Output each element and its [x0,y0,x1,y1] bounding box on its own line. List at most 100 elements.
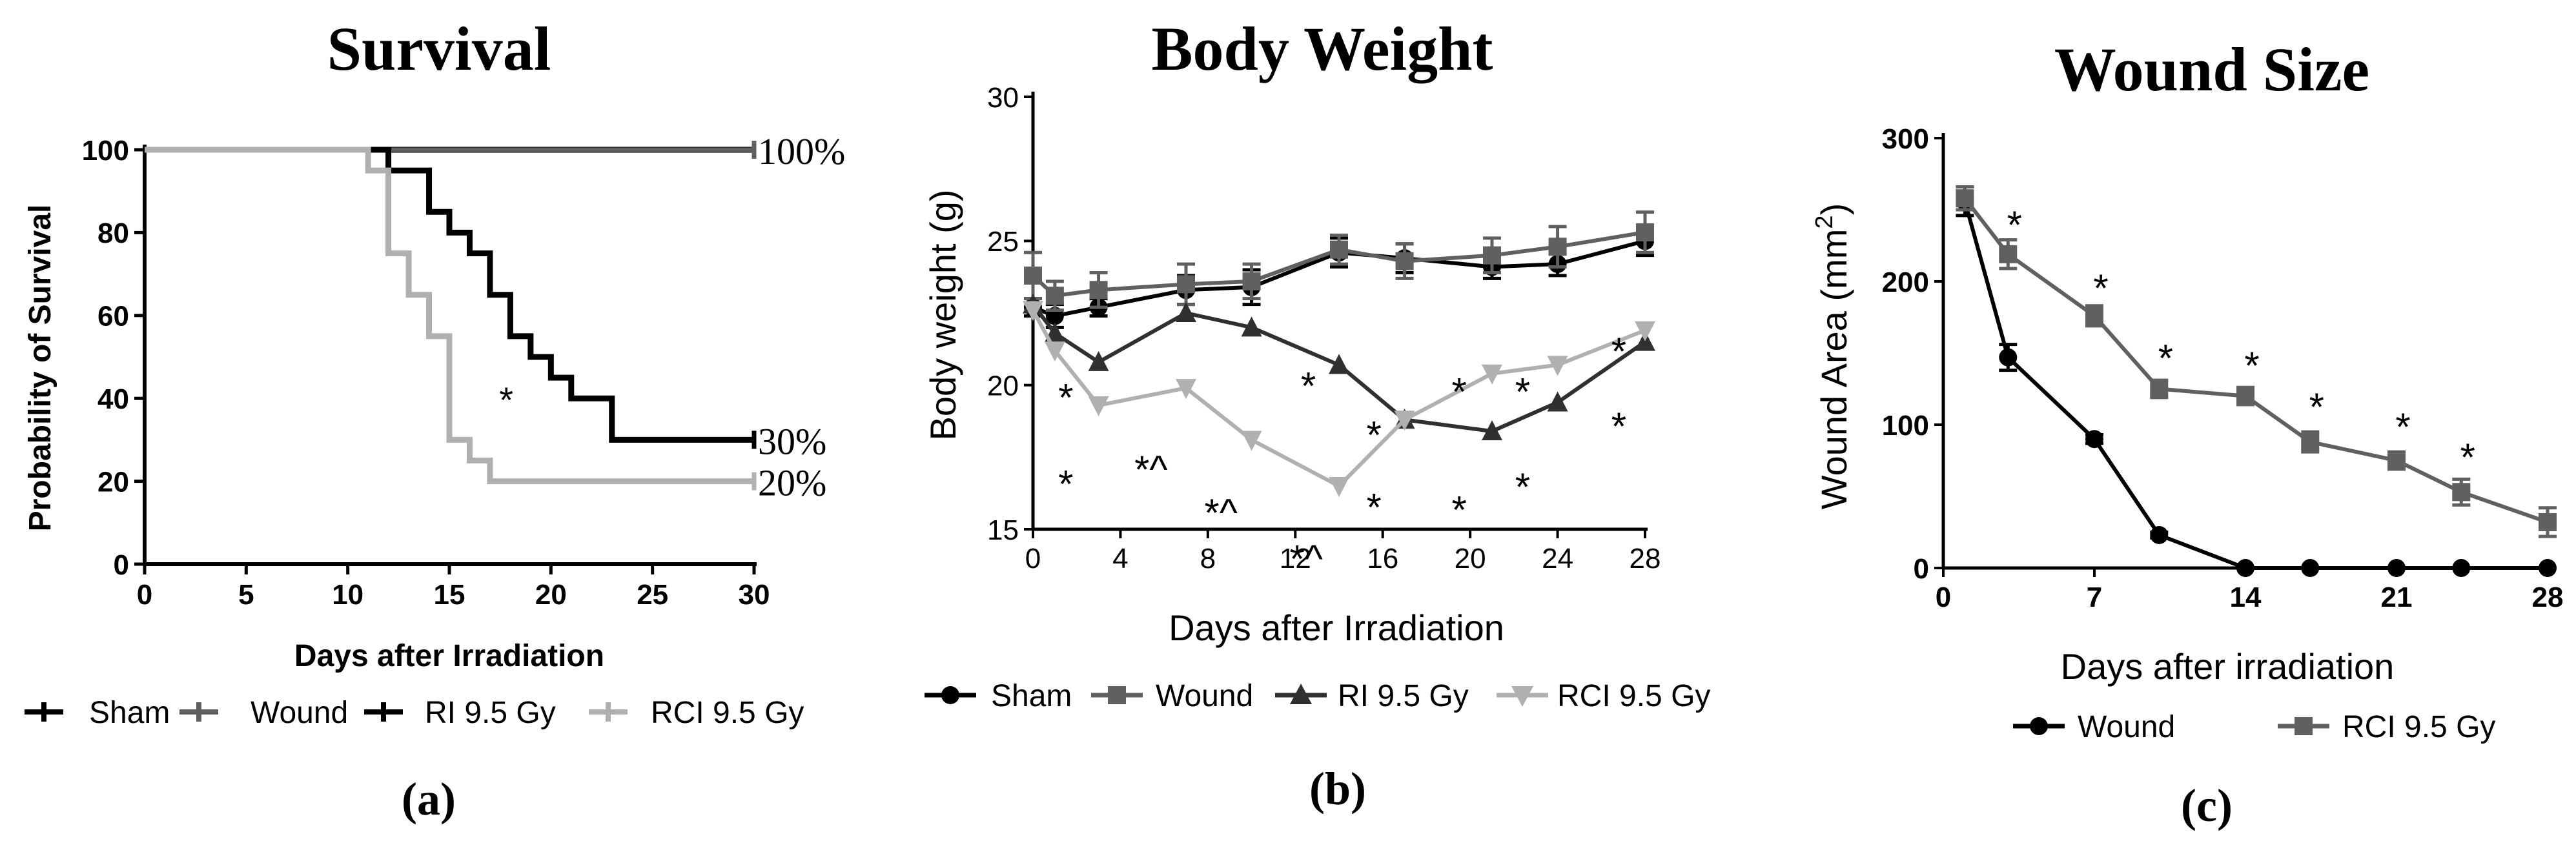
legend-item-ri: RI 9.5 Gy [364,696,556,730]
wound-size-title: Wound Size [2054,35,2369,104]
x-tick-label: 0 [1936,582,1951,613]
legend-item-rci: RCI 9.5 Gy [589,696,804,730]
data-point [1548,238,1567,256]
body-weight-axes: 0 4 8 12 16 20 24 28 15 20 25 30 [987,82,1661,574]
data-point [1999,245,2018,263]
y-tick-label: 0 [1914,553,1929,585]
wound-size-legend: Wound RCI 9.5 Gy [2013,710,2495,744]
panel-label-b: (b) [1309,763,1366,815]
wound-size-annotations: * * * * * * * [2007,203,2475,479]
x-tick-label: 20 [535,579,567,611]
data-point [1330,240,1348,259]
significance-marker: * [1515,370,1530,414]
end-percentage-label: 20% [758,462,826,504]
x-tick-label: 24 [1542,543,1573,574]
body-weight-legend: Sham Wound RI 9.5 Gy RCI 9.5 Gy [925,679,1710,713]
data-point [2085,307,2103,325]
significance-marker: * [2309,385,2324,429]
legend-label: Sham [89,696,170,730]
x-tick-label: 30 [739,579,770,611]
data-point [2539,559,2557,577]
significance-marker: * [1058,463,1073,506]
x-tick-label: 21 [2381,582,2413,613]
series-line [1031,303,1646,434]
legend-label: Wound [2078,710,2175,744]
series-line [1032,239,1646,318]
x-tick-label: 8 [1200,543,1216,574]
data-point [1956,189,1974,208]
data-point [1044,341,1065,362]
x-tick-label: 15 [434,579,465,611]
data-point [1176,379,1196,400]
survival-title: Survival [327,14,551,83]
x-tick-label: 5 [238,579,254,611]
data-point [1045,287,1064,305]
significance-marker: * [1452,370,1467,414]
ylabel-superscript: 2 [1811,215,1838,228]
series-wound [1024,210,1654,312]
body-weight-annotations: * * *^ *^ *^ * * * * * * * * * [1058,330,1626,581]
end-percentage-label: 100% [758,130,845,172]
significance-marker: *^ [1289,538,1323,581]
data-point [1088,350,1109,371]
y-tick-label: 80 [97,218,129,249]
survival-panel: Survival 0 5 10 15 20 25 30 0 20 40 60 80 100 100% 30… [23,14,845,825]
legend-label: RCI 9.5 Gy [1557,679,1710,713]
survival-legend: Sham Wound RI 9.5 Gy RCI 9.5 Gy [25,696,804,730]
y-tick-label: 0 [114,549,129,581]
legend-item-sham: Sham [925,679,1072,713]
legend-label: Sham [991,679,1072,713]
x-tick-label: 28 [2532,582,2564,613]
significance-marker: * [499,380,513,420]
significance-marker: * [1058,376,1073,420]
y-tick-label: 30 [987,82,1019,114]
series-line [145,147,754,485]
end-percentage-label: 30% [758,420,826,462]
data-point [2301,432,2320,451]
series-rci-9-5-gy [1956,185,2557,538]
y-tick-label: 25 [987,226,1019,258]
significance-marker: * [1611,330,1626,373]
data-point [1024,266,1042,285]
body-weight-y-axis-label: Body weight (g) [923,189,963,440]
series-line [1031,230,1646,298]
y-tick-label: 20 [97,466,129,498]
legend-item-rci: RCI 9.5 Gy [2278,710,2495,744]
legend-label: RI 9.5 Gy [425,696,556,730]
x-tick-label: 0 [1025,543,1041,574]
survival-x-axis-label: Days after Irradiation [294,639,604,673]
legend-item-ri: RI 9.5 Gy [1275,679,1469,713]
series-line [145,147,754,443]
significance-marker: * [2244,344,2259,387]
data-point [2539,512,2557,531]
legend-item-wound: Wound [179,696,348,730]
survival-annotations: 100% 30%20% * [499,130,845,504]
legend-label: Wound [250,696,348,730]
data-point [1329,477,1349,497]
significance-marker: * [2395,405,2410,449]
y-tick-label: 200 [1882,267,1929,298]
data-point [1177,275,1195,294]
x-tick-label: 20 [1455,543,1486,574]
data-point [1395,252,1414,270]
body-weight-x-axis-label: Days after Irradiation [1169,607,1504,648]
data-point [2236,387,2254,405]
ylabel-part: Wound Area (mm [1814,229,1854,510]
data-point [1241,316,1262,337]
data-point [1483,246,1501,265]
series-ri-9-5-gy [145,147,757,449]
y-tick-label: 15 [987,514,1019,546]
x-tick-label: 4 [1112,543,1128,574]
x-tick-label: 16 [1367,543,1398,574]
data-point [1023,301,1043,321]
data-point [1547,391,1568,412]
significance-marker: * [2007,203,2022,247]
body-weight-series [1023,210,1655,497]
data-point [1482,364,1502,385]
wound-size-panel: Wound Size 0 7 14 21 28 0 100 200 300 * * * * * * * Da… [1811,35,2563,831]
panel-label-a: (a) [402,773,456,825]
significance-marker: * [1301,365,1316,408]
data-point [2387,559,2406,577]
data-point [1176,302,1196,322]
